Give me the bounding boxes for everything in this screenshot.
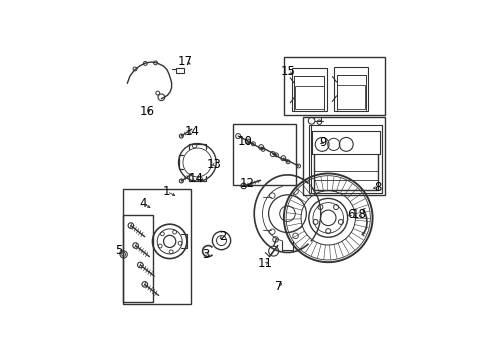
Text: 10: 10 <box>237 135 252 148</box>
Bar <box>303 117 384 195</box>
Text: 4: 4 <box>139 197 146 210</box>
Text: 14: 14 <box>184 125 200 138</box>
Text: 15: 15 <box>281 65 295 78</box>
Bar <box>284 57 384 115</box>
Text: 18: 18 <box>351 208 366 221</box>
Text: 14: 14 <box>188 172 203 185</box>
Bar <box>336 85 365 109</box>
Bar <box>294 86 323 109</box>
Text: 16: 16 <box>140 105 155 118</box>
Text: 8: 8 <box>373 181 381 194</box>
Text: 11: 11 <box>257 257 272 270</box>
Text: 17: 17 <box>178 55 193 68</box>
Bar <box>122 189 191 304</box>
Bar <box>175 68 183 73</box>
Text: 3: 3 <box>202 248 209 261</box>
Bar <box>122 215 153 302</box>
Bar <box>308 125 382 193</box>
Bar <box>232 123 296 185</box>
Text: 13: 13 <box>207 158 222 171</box>
Text: 9: 9 <box>319 136 326 149</box>
Text: 5: 5 <box>115 244 122 257</box>
Text: 6: 6 <box>346 208 354 221</box>
Text: 12: 12 <box>239 177 254 190</box>
Bar <box>333 67 367 111</box>
Text: 1: 1 <box>163 185 170 198</box>
Text: 2: 2 <box>219 230 226 243</box>
Bar <box>291 68 326 111</box>
Text: 7: 7 <box>274 279 282 293</box>
